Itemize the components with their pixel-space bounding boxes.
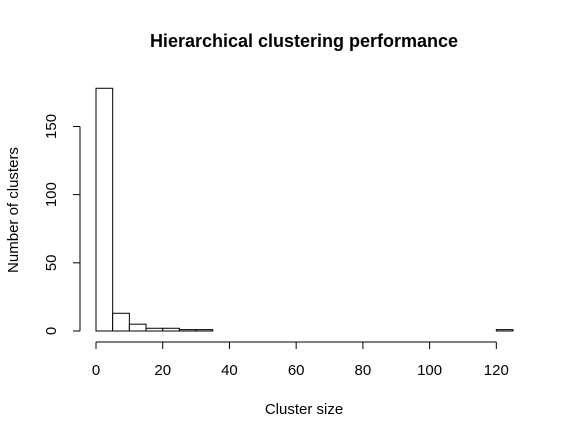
y-tick-label: 150 [43,114,60,139]
histogram-bar [495,329,514,332]
histogram-bar [95,87,114,332]
histogram-bar [162,327,180,332]
y-tick-label: 0 [43,327,60,335]
x-axis-label: Cluster size [265,401,343,418]
x-tick-label: 40 [221,362,238,379]
histogram-bar [128,323,147,332]
y-tick-label: 50 [43,254,60,271]
x-tick-label: 120 [484,362,509,379]
chart-title: Hierarchical clustering performance [150,31,458,51]
histogram-bar [145,327,164,332]
x-tick-label: 20 [154,362,171,379]
y-axis: 0 50 100 150 [43,114,81,335]
bars-group [95,87,514,332]
y-tick-label: 100 [43,182,60,207]
histogram-bar [178,329,197,332]
y-axis-label: Number of clusters [5,147,22,273]
x-tick-label: 0 [92,362,100,379]
x-tick-label: 100 [417,362,442,379]
histogram-bar [195,329,214,332]
x-tick-label: 60 [288,362,305,379]
histogram-bar [112,312,130,332]
x-tick-label: 80 [355,362,372,379]
x-axis: 0 20 40 60 80 100 120 [92,341,509,379]
